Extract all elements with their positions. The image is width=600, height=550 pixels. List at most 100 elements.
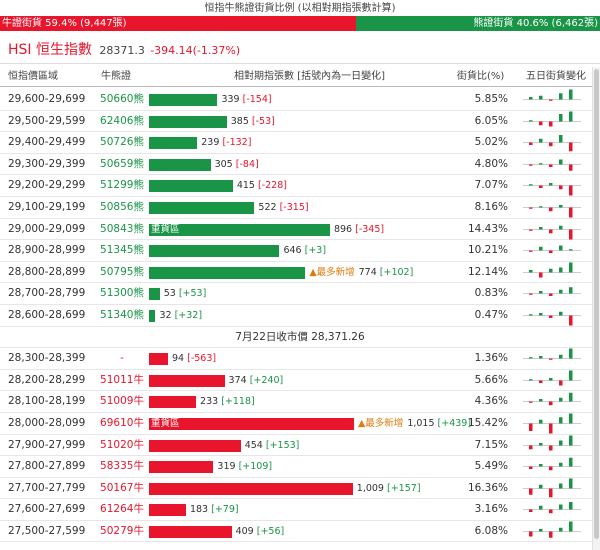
cbbc-code-link[interactable]: 51340熊 — [100, 308, 144, 321]
cbbc-code-link[interactable]: 51299熊 — [100, 179, 144, 192]
five-day-trend-chart — [523, 502, 581, 514]
table-row[interactable]: 28,700-28,799 51300熊 53 [+53] 0.83% — [0, 283, 600, 305]
outstanding-ratio: 14.43% — [467, 222, 508, 235]
price-range: 27,500-27,599 — [8, 524, 86, 537]
contracts-bar — [149, 504, 186, 517]
trend-bar — [559, 267, 563, 273]
contracts-bar — [149, 266, 306, 279]
table-row[interactable]: 28,600-28,699 51340熊 32 [+32] 0.47% — [0, 305, 600, 327]
trend-bar — [559, 93, 563, 100]
five-day-trend-chart — [523, 478, 581, 497]
five-day-trend-chart — [523, 135, 581, 152]
trend-bar — [549, 315, 553, 318]
contracts-value: 385 [-53] — [231, 111, 275, 132]
outstanding-ratio: 10.21% — [467, 244, 508, 257]
trend-bar — [539, 163, 543, 165]
table-row[interactable]: 27,800-27,899 58335牛 319 [+109] 5.49% — [0, 456, 600, 478]
index-value: 28371.3 — [99, 44, 145, 57]
index-name[interactable]: HSI 恒生指數 — [8, 42, 92, 58]
cbbc-code-link[interactable]: 50843熊 — [100, 222, 144, 235]
cbbc-code-link[interactable]: 50726熊 — [100, 136, 144, 149]
daily-change: [+3] — [304, 245, 327, 257]
contracts-value: 183 [+79] — [190, 499, 239, 520]
cbbc-code-link[interactable]: 50167牛 — [100, 481, 144, 494]
trend-bar — [549, 99, 553, 101]
table-row[interactable]: 28,200-28,299 51011牛 374 [+240] 5.66% — [0, 370, 600, 392]
table-row[interactable]: 27,900-27,999 51020牛 454 [+153] 7.15% — [0, 435, 600, 457]
table-row[interactable]: 27,600-27,699 61264牛 183 [+79] 3.16% — [0, 499, 600, 521]
contracts-number: 233 — [200, 396, 219, 408]
contracts-number: 32 — [159, 309, 172, 321]
trend-bar — [539, 246, 543, 251]
trend-bar — [529, 488, 533, 495]
table-row[interactable]: 29,000-29,099 50843熊 重貨區 896 [-345] 14.43% — [0, 219, 600, 241]
table-row[interactable]: 29,200-29,299 51299熊 415 [-228] 7.07% — [0, 175, 600, 197]
col-trend: 五日街貨變化 — [526, 71, 586, 82]
cbbc-table[interactable]: 29,600-29,699 50660熊 339 [-154] 5.85% 29,500… — [0, 89, 600, 550]
price-range: 27,700-27,799 — [8, 481, 86, 494]
price-range: 27,800-27,899 — [8, 460, 86, 473]
table-row[interactable]: 29,300-29,399 50659熊 305 [-84] 4.80% — [0, 154, 600, 176]
contracts-value: 646 [+3] — [283, 240, 326, 261]
scrollbar[interactable] — [592, 67, 600, 550]
table-row[interactable]: 29,100-29,199 50856熊 522 [-315] 8.16% — [0, 197, 600, 219]
scrollbar-thumb[interactable] — [594, 69, 599, 539]
cbbc-code-link[interactable]: 62406熊 — [100, 114, 144, 127]
price-range: 28,100-28,199 — [8, 395, 86, 408]
five-day-trend-chart — [523, 311, 581, 326]
contracts-number: 239 — [201, 137, 220, 149]
trend-bar — [569, 229, 573, 240]
trend-bar — [529, 466, 533, 470]
cbbc-code-link[interactable]: 51020牛 — [100, 438, 144, 451]
trend-bar — [549, 466, 553, 471]
cbbc-code-link[interactable]: 51300熊 — [100, 287, 144, 300]
price-range: 27,600-27,699 — [8, 503, 86, 516]
trend-bar — [569, 142, 573, 152]
cbbc-code-link[interactable]: 50659熊 — [100, 157, 144, 170]
cbbc-code-link[interactable]: 51011牛 — [100, 373, 144, 386]
table-row[interactable]: 28,300-28,399 - 94 [-563] 1.36% — [0, 348, 600, 370]
table-row[interactable]: 28,900-28,999 51345熊 646 [+3] 10.21% — [0, 240, 600, 262]
contracts-bar — [149, 525, 232, 538]
table-row[interactable]: 29,600-29,699 50660熊 339 [-154] 5.85% — [0, 89, 600, 111]
trend-bar — [549, 358, 553, 360]
cbbc-code-link[interactable]: 61264牛 — [100, 503, 144, 516]
trend-bar — [549, 445, 553, 450]
outstanding-ratio: 1.36% — [474, 352, 508, 365]
trend-bar — [539, 291, 543, 294]
outstanding-ratio: 5.49% — [474, 460, 508, 473]
trend-bar — [569, 315, 573, 326]
trend-bar — [559, 290, 563, 294]
trend-bar — [559, 354, 563, 359]
contracts-number: 1,015 — [407, 417, 435, 429]
daily-change: [-563] — [187, 353, 217, 365]
cbbc-code-link[interactable]: 58335牛 — [100, 460, 144, 473]
trend-bar — [529, 401, 533, 404]
trend-bar — [539, 419, 543, 424]
cbbc-code-link[interactable]: 51345熊 — [100, 244, 144, 257]
cbbc-code-link[interactable]: 50856熊 — [100, 200, 144, 213]
trend-bar — [539, 138, 543, 143]
contracts-value: 233 [+118] — [200, 391, 255, 412]
trend-bar — [549, 488, 553, 497]
cbbc-code-link[interactable]: 50279牛 — [100, 524, 144, 537]
table-row[interactable]: 29,400-29,499 50726熊 239 [-132] 5.02% — [0, 132, 600, 154]
table-row[interactable]: 28,800-28,899 50795熊 ▲最多新增 774 [+102] 12.14% — [0, 262, 600, 284]
trend-bar — [539, 272, 543, 278]
cbbc-code-link[interactable]: 50660熊 — [100, 93, 144, 105]
cbbc-code-link[interactable]: 51009牛 — [100, 395, 144, 408]
table-row[interactable]: 27,700-27,799 50167牛 1,009 [+157] 16.36% — [0, 478, 600, 500]
trend-bar — [569, 370, 573, 381]
table-row[interactable]: 29,500-29,599 62406熊 385 [-53] 6.05% — [0, 111, 600, 133]
trend-bar — [529, 250, 533, 252]
daily-change: [+157] — [387, 482, 421, 494]
cbbc-code-link[interactable]: 69610牛 — [100, 416, 144, 429]
table-row[interactable]: 28,000-28,099 69610牛 重貨區 ▲最多新增 1,015 [+439] 1… — [0, 413, 600, 435]
table-row[interactable]: 27,500-27,599 50279牛 409 [+56] 6.08% — [0, 521, 600, 543]
outstanding-ratio: 8.16% — [474, 200, 508, 213]
cbbc-code-link[interactable]: 50795熊 — [100, 265, 144, 278]
contracts-value: 305 [-84] — [215, 154, 259, 175]
trend-bar — [549, 183, 553, 186]
table-row[interactable]: 28,100-28,199 51009牛 233 [+118] 4.36% — [0, 391, 600, 413]
five-day-trend-chart — [523, 245, 581, 254]
